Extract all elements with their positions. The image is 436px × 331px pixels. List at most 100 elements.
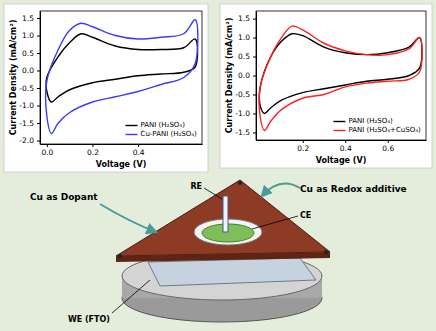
y-tick-label: 0.5 (22, 49, 34, 58)
x-tick-label: 0.4 (133, 148, 145, 157)
y-axis: -1.5 -1.0 -0.5 0.0 0.5 1.0 1.5 (235, 12, 256, 141)
y-tick: 0.5 (22, 49, 40, 58)
leader-line (112, 280, 150, 313)
legend-item: PANI (H₂SO₄) (333, 117, 393, 125)
x-tick-label: 0.2 (297, 144, 309, 153)
annotation-arrow (100, 204, 156, 232)
y-tick: -1.0 (19, 101, 40, 110)
y-tick-label: 0.5 (238, 52, 250, 61)
y-tick: 1.0 (238, 33, 256, 42)
ce-label: CE (300, 211, 311, 220)
y-tick-mark (37, 36, 40, 37)
x-tick: 0.0 (41, 144, 53, 157)
x-tick-mark (388, 140, 389, 143)
y-tick-mark (37, 71, 40, 72)
y-tick: -2.0 (19, 136, 40, 145)
x-tick-mark (345, 140, 346, 143)
y-tick-label: -0.5 (235, 90, 250, 99)
x-tick-mark (138, 144, 139, 147)
plot-area (259, 26, 422, 130)
y-tick-label: 1.0 (238, 33, 250, 42)
y-tick-label: -1.0 (235, 109, 250, 118)
legend-swatch (126, 125, 138, 126)
leader-line (204, 188, 222, 199)
y-tick: 1.5 (22, 14, 40, 23)
y-tick-label: -1.0 (19, 101, 34, 110)
annotation-arrow (262, 184, 300, 197)
y-tick: -1.0 (235, 109, 256, 118)
y-tick: 0.0 (238, 71, 256, 80)
legend-swatch (333, 121, 345, 122)
legend: PANI (H₂SO₄)Cu-PANI (H₂SO₄) (126, 121, 197, 138)
cell-diagram: RECEWE (FTO) (68, 180, 330, 324)
x-tick: 0.4 (340, 140, 352, 153)
y-tick-label: -1.5 (235, 128, 250, 137)
y-tick-mark (253, 19, 256, 20)
legend-swatch (126, 134, 138, 135)
legend-label: PANI (H₂SO₄+CuSO₄) (348, 126, 421, 134)
x-axis-title: Voltage (V) (96, 160, 147, 169)
legend-label: Cu-PANI (H₂SO₄) (141, 130, 197, 138)
y-tick-mark (253, 94, 256, 95)
cell-plate (116, 180, 330, 256)
y-tick-label: -0.5 (19, 84, 34, 93)
cv-curve (46, 20, 198, 134)
y-tick: 0.5 (238, 52, 256, 61)
y-tick-label: 1.5 (22, 14, 34, 23)
y-tick-mark (37, 18, 40, 19)
y-tick: -0.5 (235, 90, 256, 99)
x-tick-label: 0.2 (87, 148, 99, 157)
y-tick-label: 1.5 (238, 14, 250, 23)
legend-item: PANI (H₂SO₄+CuSO₄) (333, 126, 421, 134)
cell-plate-edge (116, 252, 330, 262)
panel-background (4, 4, 208, 172)
annotation: Cu as Dopant (30, 192, 98, 202)
y-tick: 0.0 (22, 66, 40, 75)
panel-background (220, 4, 432, 168)
x-tick-label: 0.0 (41, 148, 53, 157)
y-tick: 1.5 (238, 14, 256, 23)
screw (118, 254, 122, 258)
x-axis: 0.0 0.2 0.4 (41, 144, 203, 157)
screw (324, 250, 328, 254)
chart-panel: 0.2 0.4 0.6 -1.5 -1.0 -0.5 0.0 0.5 1.0 1.5 Voltage… (220, 4, 432, 168)
plot-frame (256, 11, 426, 140)
y-tick-mark (37, 123, 40, 124)
x-tick: 0.2 (297, 140, 309, 153)
y-axis: -2.0 -1.5 -1.0 -0.5 0.0 0.5 1.0 1.5 (19, 12, 40, 146)
y-tick-mark (253, 76, 256, 77)
y-tick-label: 0.0 (22, 66, 34, 75)
y-tick-label: 0.0 (238, 71, 250, 80)
x-tick: 0.4 (133, 144, 145, 157)
y-tick-mark (253, 57, 256, 58)
y-tick-label: -2.0 (19, 136, 34, 145)
legend-item: PANI (H₂SO₄) (126, 121, 186, 129)
legend-label: PANI (H₂SO₄) (348, 117, 393, 125)
x-tick-label: 0.4 (340, 144, 352, 153)
x-axis-title: Voltage (V) (316, 156, 367, 165)
chart-panel: 0.0 0.2 0.4 -2.0 -1.5 -1.0 -0.5 0.0 0.5 1.0 1.5 Vol… (4, 4, 208, 172)
we-label: WE (FTO) (68, 315, 110, 324)
y-tick: -1.5 (19, 119, 40, 128)
y-tick-mark (37, 141, 40, 142)
y-tick-mark (253, 38, 256, 39)
y-tick-mark (37, 106, 40, 107)
x-tick: 0.2 (87, 144, 99, 157)
x-axis: 0.2 0.4 0.6 (257, 140, 427, 153)
x-tick: 0.6 (382, 140, 394, 153)
plot-frame (40, 11, 202, 144)
x-tick-mark (92, 144, 93, 147)
background (0, 0, 436, 331)
y-tick-mark (37, 53, 40, 54)
y-tick-label: -1.5 (19, 119, 34, 128)
annotation: Cu as Redox additive (300, 184, 407, 194)
figure: 0.0 0.2 0.4 -2.0 -1.5 -1.0 -0.5 0.0 0.5 1.0 1.5 Vol… (0, 0, 436, 331)
y-tick-label: 1.0 (22, 31, 34, 40)
y-tick-mark (253, 132, 256, 133)
y-tick: -0.5 (19, 84, 40, 93)
legend-swatch (333, 130, 345, 131)
legend-item: Cu-PANI (H₂SO₄) (126, 130, 197, 138)
fto-electrode (148, 258, 316, 286)
x-tick-mark (47, 144, 48, 147)
y-tick-mark (253, 113, 256, 114)
